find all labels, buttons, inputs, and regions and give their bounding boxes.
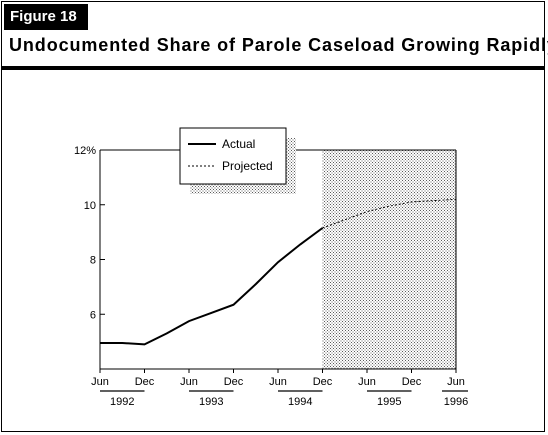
- year-label: 1995: [377, 396, 401, 408]
- figure-label: Figure 18: [4, 4, 88, 30]
- chart-title: Undocumented Share of Parole Caseload Gr…: [9, 35, 548, 55]
- x-tick-label: Jun: [358, 376, 376, 388]
- x-tick-label: Dec: [135, 376, 155, 388]
- y-tick-label: 10: [84, 200, 96, 212]
- projected-shade-region: [322, 150, 456, 369]
- x-tick-label: Jun: [91, 376, 109, 388]
- year-label: 1994: [288, 396, 312, 408]
- title-rule: [2, 66, 544, 70]
- y-tick-label: 6: [90, 309, 96, 321]
- x-tick-label: Jun: [180, 376, 198, 388]
- y-tick-label: 12%: [74, 145, 96, 157]
- year-label: 1993: [199, 396, 223, 408]
- year-label: 1992: [110, 396, 134, 408]
- x-tick-label: Jun: [269, 376, 287, 388]
- x-tick-label: Jun: [447, 376, 465, 388]
- series-line-actual: [100, 227, 324, 346]
- legend-label: Actual: [222, 137, 255, 151]
- y-tick-label: 8: [90, 255, 96, 267]
- legend-label: Projected: [222, 159, 273, 173]
- legend-box: [179, 127, 287, 185]
- year-label: 1996: [444, 396, 468, 408]
- x-tick-label: Dec: [313, 376, 333, 388]
- x-tick-label: Dec: [224, 376, 244, 388]
- x-tick-label: Dec: [402, 376, 422, 388]
